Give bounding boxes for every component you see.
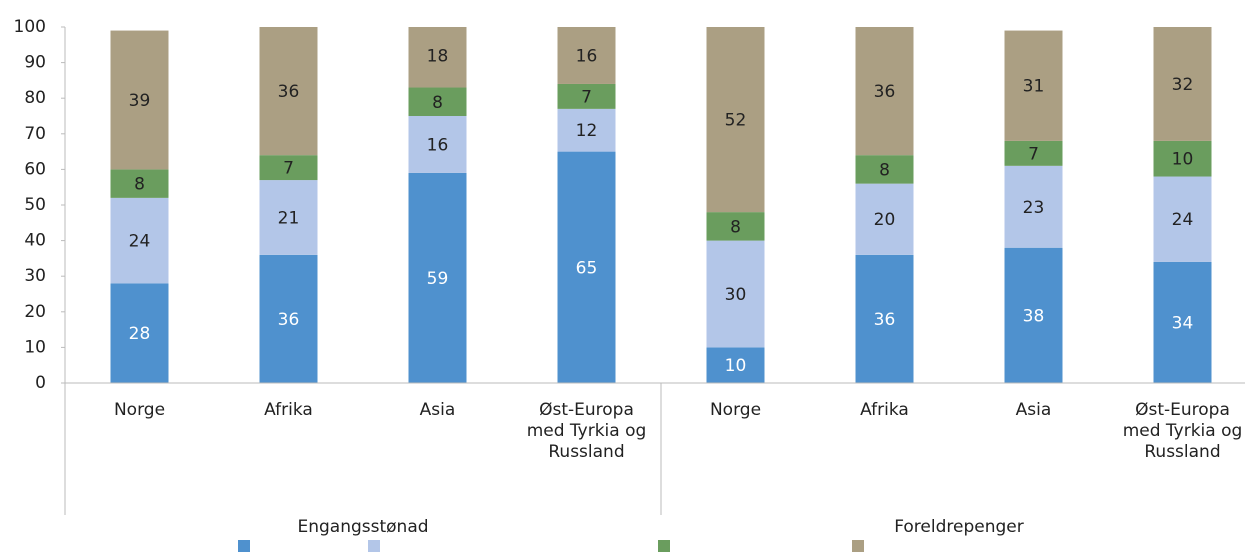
- x-tick-label: Norge: [709, 400, 762, 420]
- bar-segment: [706, 212, 765, 241]
- bars: 28 24 8 39 36 21 7 36 59 16 8 18 65 12 7 16 10 30 8 52 36 20 8…: [110, 27, 1212, 383]
- x-tick-label: Afrika: [264, 400, 313, 420]
- bar-segment: [557, 108, 616, 152]
- data-label: 39: [129, 91, 151, 111]
- bar-segment: [259, 254, 318, 383]
- bar-segment: [1153, 27, 1212, 141]
- legend-item: Ikke kontantstøtte: [852, 537, 1007, 557]
- y-tick-label: 20: [24, 302, 46, 322]
- legend-item: Uttak til des/annet: [658, 537, 816, 557]
- bar-segment: [1004, 140, 1063, 166]
- y-tick-label: 90: [24, 53, 46, 73]
- bar-segment: [110, 197, 169, 284]
- bar-segment: [1153, 261, 1212, 383]
- legend-swatch: [367, 540, 380, 552]
- bar-segment: [110, 30, 169, 170]
- data-label: 36: [278, 82, 300, 102]
- data-label: 59: [427, 269, 449, 289]
- data-label: 18: [427, 46, 449, 66]
- data-label: 34: [1172, 313, 1194, 333]
- bar-segment: [706, 240, 765, 348]
- data-label: 24: [1172, 210, 1194, 230]
- legend-swatch: [852, 540, 865, 552]
- x-tick-label: Øst-Europa med Tyrkia og Russland: [1122, 400, 1243, 462]
- bar-segment: [1153, 176, 1212, 262]
- data-label: 10: [1172, 150, 1194, 170]
- data-label: 52: [725, 111, 747, 131]
- y-tick-label: 0: [35, 373, 46, 393]
- data-label: 36: [874, 82, 896, 102]
- bar-segment: [1004, 30, 1063, 141]
- x-tick-label: Asia: [419, 400, 456, 420]
- bar-segment: [706, 27, 765, 213]
- bar-segment: [855, 27, 914, 156]
- bar-segment: [110, 283, 169, 383]
- x-tick-label: Asia: [1015, 400, 1052, 420]
- bar-segment: [1004, 247, 1063, 383]
- bar-segment: [408, 172, 467, 383]
- bar-segment: [1153, 140, 1212, 177]
- data-label: 7: [283, 159, 294, 179]
- data-label: 8: [730, 217, 741, 237]
- data-label: 23: [1023, 198, 1045, 218]
- data-label: 20: [874, 210, 896, 230]
- bar-segment: [408, 27, 467, 88]
- bar-segment: [1004, 165, 1063, 248]
- data-label: 16: [427, 135, 449, 155]
- bar-segment: [408, 116, 467, 173]
- legend-swatch: [658, 540, 671, 552]
- data-label: 12: [576, 121, 598, 141]
- data-label: 28: [129, 324, 151, 344]
- x-tick-label: Afrika: [860, 400, 909, 420]
- legend: Maks uttak Uttak til barnehagestart (aug)…: [0, 537, 1245, 557]
- legend-item: Maks uttak: [238, 537, 332, 557]
- y-tick-label: 50: [24, 195, 46, 215]
- data-label: 32: [1172, 75, 1194, 95]
- data-label: 8: [134, 175, 145, 195]
- y-tick-label: 10: [24, 337, 46, 357]
- data-label: 36: [874, 310, 896, 330]
- data-label: 7: [1028, 144, 1039, 164]
- y-tick-label: 60: [24, 159, 46, 179]
- data-label: 31: [1023, 77, 1045, 97]
- y-tick-label: 30: [24, 266, 46, 286]
- y-tick-label: 40: [24, 231, 46, 251]
- data-label: 8: [879, 160, 890, 180]
- bar-segment: [855, 254, 914, 383]
- y-tick-label: 80: [24, 88, 46, 108]
- x-tick-label: Norge: [113, 400, 166, 420]
- legend-swatch: [238, 540, 251, 552]
- y-tick-label: 100: [14, 17, 46, 37]
- data-label: 65: [576, 258, 598, 278]
- data-label: 38: [1023, 306, 1045, 326]
- bar-segment: [855, 183, 914, 255]
- bar-segment: [557, 83, 616, 109]
- group-label: Foreldrepenger: [894, 517, 1024, 537]
- data-label: 24: [129, 232, 151, 252]
- y-tick-label: 70: [24, 124, 46, 144]
- bar-segment: [706, 347, 765, 383]
- data-label: 8: [432, 93, 443, 113]
- data-label: 16: [576, 46, 598, 66]
- data-label: 10: [725, 356, 747, 376]
- data-label: 21: [278, 208, 300, 228]
- data-label: 36: [278, 310, 300, 330]
- bar-segment: [557, 151, 616, 383]
- bar-segment: [259, 155, 318, 181]
- bar-segment: [557, 27, 616, 84]
- data-label: 30: [725, 285, 747, 305]
- data-label: 7: [581, 87, 592, 107]
- bar-segment: [259, 180, 318, 255]
- x-tick-label: Øst-Europa med Tyrkia og Russland: [526, 400, 647, 462]
- bar-segment: [110, 169, 169, 198]
- bar-segment: [408, 87, 467, 116]
- bar-segment: [855, 155, 914, 184]
- bar-segment: [259, 27, 318, 156]
- group-label: Engangsstønad: [297, 517, 429, 537]
- legend-item: Uttak til barnehagestart (aug): [367, 537, 623, 557]
